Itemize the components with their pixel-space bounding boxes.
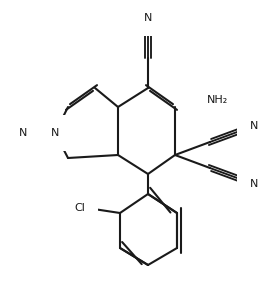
Text: N: N bbox=[144, 13, 152, 23]
Text: Cl: Cl bbox=[74, 203, 85, 213]
Text: N: N bbox=[51, 128, 59, 138]
Text: NH₂: NH₂ bbox=[207, 95, 228, 105]
Text: N: N bbox=[250, 121, 258, 131]
Text: N: N bbox=[51, 128, 59, 138]
Text: N: N bbox=[19, 128, 27, 138]
Text: N: N bbox=[250, 179, 258, 189]
